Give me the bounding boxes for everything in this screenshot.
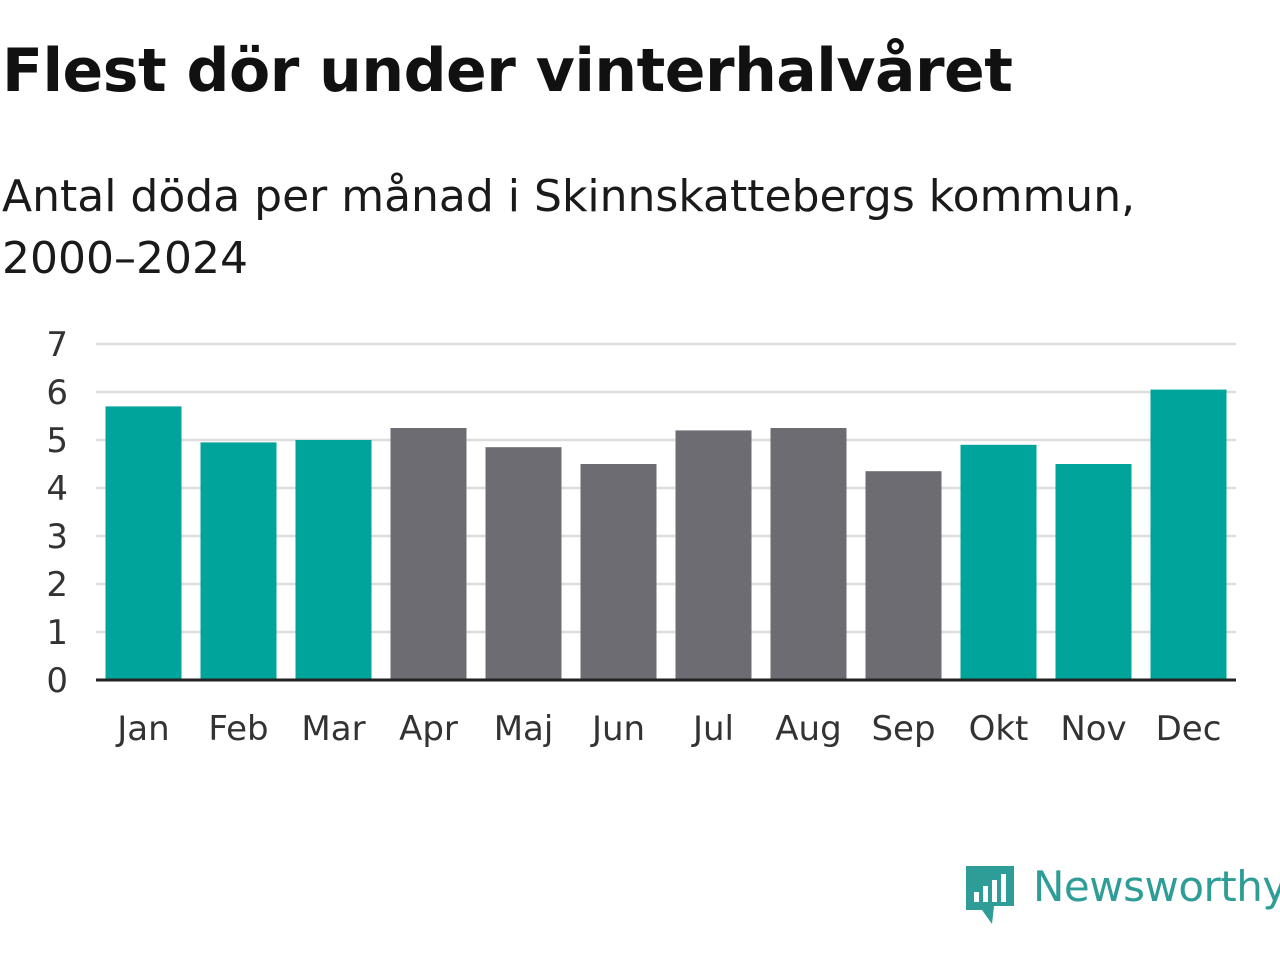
y-tick-label: 1 [46,613,68,653]
bar-aug [770,428,847,680]
bar-jan [105,406,182,680]
x-tick-label: Maj [494,709,554,749]
y-tick-label: 2 [46,565,68,605]
x-tick-label: Dec [1156,709,1222,749]
y-tick-label: 3 [46,517,68,557]
y-axis-ticks: 0 1 2 3 4 5 6 7 [46,325,68,701]
bar-maj [485,447,562,680]
y-tick-label: 6 [46,373,68,413]
bar-dec [1150,389,1227,680]
x-tick-label: Aug [775,709,841,749]
x-tick-label: Mar [301,709,365,749]
gridlines [96,342,1236,634]
newsworthy-logo-icon [966,866,1014,924]
x-tick-label: Apr [399,709,458,749]
bar-jun [580,464,657,680]
y-tick-label: 7 [46,325,68,365]
bar-nov [1055,464,1132,680]
bar-chart: 0 1 2 3 4 5 6 7 Jan Feb Mar Apr Maj Jun Jul Aug Sep Okt N… [46,325,1236,749]
bar-mar [295,440,372,680]
brand-name: Newsworthy [1033,862,1280,911]
bar-sep [865,471,942,680]
bar-feb [200,442,277,680]
x-tick-label: Jun [590,709,645,749]
bars [105,389,1227,680]
x-tick-label: Sep [871,709,935,749]
y-tick-label: 5 [46,421,68,461]
x-tick-label: Okt [969,709,1029,749]
x-tick-label: Feb [208,709,268,749]
x-axis-labels: Jan Feb Mar Apr Maj Jun Jul Aug Sep Okt Nov Dec [115,709,1221,749]
bar-jul [675,430,752,680]
bar-apr [390,428,467,680]
x-tick-label: Nov [1060,709,1126,749]
x-tick-label: Jul [691,709,734,749]
y-tick-label: 4 [46,469,68,509]
chart-subtitle: Antal döda per månad i Skinnskattebergs … [2,171,1136,284]
chart-title: Flest dör under vinterhalvåret [2,36,1013,106]
bar-okt [960,444,1037,680]
y-tick-label: 0 [46,661,68,701]
x-tick-label: Jan [115,709,169,749]
